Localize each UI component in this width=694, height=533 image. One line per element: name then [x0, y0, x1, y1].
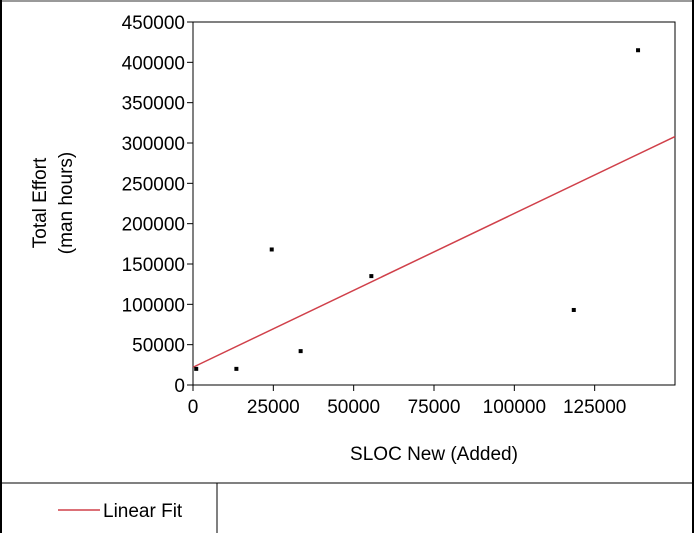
x-tick-label: 0: [188, 397, 199, 418]
y-tick-label: 100000: [122, 295, 185, 316]
data-point: [269, 247, 274, 252]
data-point: [369, 274, 374, 279]
plot-area: [192, 21, 676, 386]
x-tick-label: 100000: [483, 397, 546, 418]
data-point: [234, 366, 239, 371]
x-axis-label: SLOC New (Added): [350, 444, 518, 465]
legend-label-linear-fit: Linear Fit: [103, 501, 183, 522]
x-tick-label: 25000: [247, 397, 300, 418]
linear-fit-line: [192, 135, 676, 368]
y-tick-label: 350000: [122, 94, 185, 115]
y-tick-label: 300000: [122, 134, 185, 155]
y-axis-label: Total Effort (man hours): [30, 152, 77, 254]
data-point: [571, 307, 576, 312]
legend: Linear Fit: [58, 483, 218, 533]
y-tick-label: 150000: [122, 255, 185, 276]
y-tick-label: 200000: [122, 215, 185, 236]
y-tick-label: 250000: [122, 174, 185, 195]
x-tick-label: 125000: [563, 397, 626, 418]
x-tick-label: 50000: [327, 397, 380, 418]
y-tick-label: 400000: [122, 53, 185, 74]
fit-line-layer: [192, 135, 676, 368]
y-axis-label-line-2: (man hours): [56, 152, 77, 254]
data-point: [194, 366, 199, 371]
x-tick-label: 75000: [408, 397, 461, 418]
y-tick-label: 50000: [132, 336, 185, 357]
x-axis-ticks: 0 25000 50000 75000 100000 125000: [188, 385, 626, 418]
y-tick-label: 450000: [122, 13, 185, 34]
y-axis-ticks: 0 50000 100000 150000 200000 250000 300000 3500…: [122, 13, 193, 397]
data-point: [298, 349, 303, 354]
y-tick-label: 0: [174, 376, 185, 397]
y-axis-label-line-1: Total Effort: [30, 157, 51, 248]
data-points: [194, 48, 641, 371]
data-point: [636, 48, 641, 53]
